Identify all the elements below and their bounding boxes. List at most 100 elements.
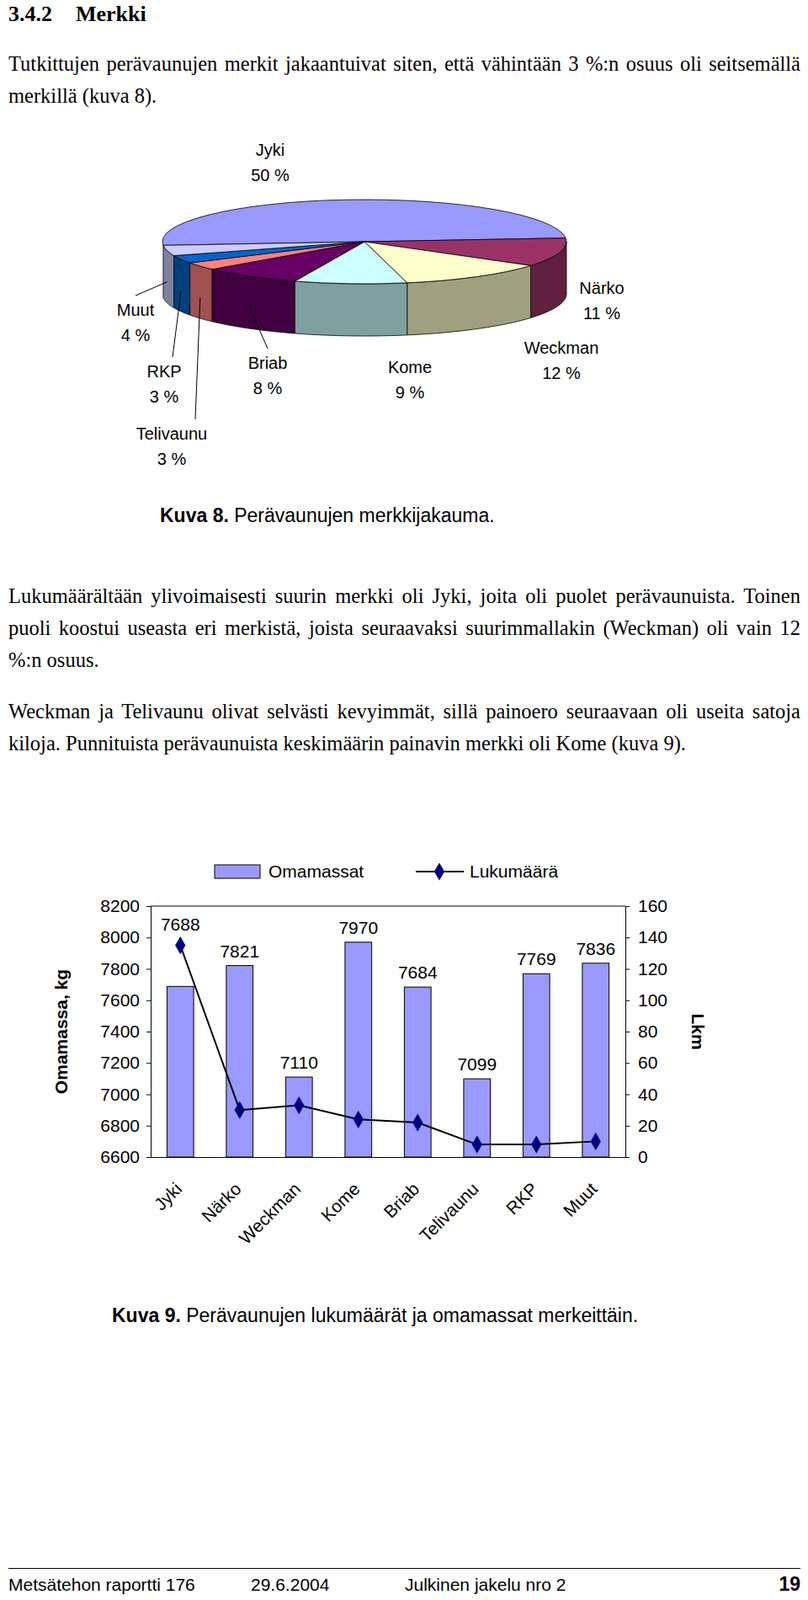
legend-swatch bbox=[214, 864, 261, 878]
data-label: 7970 bbox=[338, 917, 378, 937]
footer-text: Julkinen jakelu nro 2 bbox=[404, 1573, 566, 1595]
x-axis: JykiNärkoWeckmanKomeBriabTelivaunuRKPMuu… bbox=[149, 1156, 626, 1248]
tick: 60 bbox=[625, 1052, 658, 1072]
legend-marker bbox=[434, 861, 445, 880]
tick-label: 6600 bbox=[100, 1146, 140, 1166]
y2-axis: 0 20 40 60 80 100 120 140 160 bbox=[625, 895, 668, 1166]
tick-mark bbox=[625, 1031, 630, 1032]
pie-value-label: 12 % bbox=[542, 363, 581, 383]
pie-value-label: 11 % bbox=[583, 303, 621, 323]
tick-label: 140 bbox=[637, 926, 668, 947]
tick: Närko bbox=[197, 1156, 245, 1226]
tick: 40 bbox=[625, 1084, 658, 1104]
pie-label: Telivaunu bbox=[136, 424, 208, 443]
pie-side bbox=[294, 281, 408, 336]
tick-mark bbox=[146, 1031, 151, 1032]
tick-mark bbox=[625, 968, 630, 970]
tick-label: 20 bbox=[637, 1115, 658, 1135]
tick-mark bbox=[625, 1094, 630, 1096]
tick: Jyki bbox=[149, 1156, 186, 1214]
tick-label: 6800 bbox=[100, 1115, 140, 1135]
pie-value-label: 4 % bbox=[121, 325, 151, 345]
tick: Kome bbox=[317, 1156, 364, 1225]
plot-frame bbox=[150, 905, 626, 907]
tick-label: Muut bbox=[558, 1178, 601, 1220]
pie-chart: Jyki50 %Närko11 %Weckman12 %Kome9 %Briab… bbox=[116, 140, 625, 468]
tick-label: Weckman bbox=[234, 1178, 304, 1248]
footer-text: 29.6.2004 bbox=[250, 1573, 330, 1595]
tick-label: Jyki bbox=[149, 1178, 186, 1214]
pie-top bbox=[162, 199, 567, 284]
tick: 7000 bbox=[100, 1084, 151, 1104]
line bbox=[180, 945, 596, 1145]
data-label: 7684 bbox=[398, 962, 438, 982]
y-axis-title: Omamassa, kg bbox=[51, 968, 71, 1094]
leader-line bbox=[195, 297, 201, 420]
legend-label: Omamassat bbox=[268, 861, 364, 881]
marker bbox=[590, 1132, 601, 1150]
heading: 3.4.2Merkki bbox=[8, 1, 147, 27]
tick: 0 bbox=[625, 1146, 649, 1166]
tick-label: 7400 bbox=[100, 1020, 140, 1041]
tick: 160 bbox=[625, 895, 668, 915]
tick-label: 7800 bbox=[100, 958, 140, 979]
caption: Kuva 9. Perävaunujen lukumäärät ja omama… bbox=[111, 1301, 651, 1329]
paragraph: Lukumäärältään ylivoimaisesti suurin mer… bbox=[8, 579, 801, 676]
pie-label: Kome bbox=[388, 357, 432, 377]
tick-mark bbox=[146, 968, 151, 970]
data-label: 7110 bbox=[280, 1052, 319, 1072]
tick-label: 8000 bbox=[100, 926, 140, 947]
caption-label: Kuva 8. bbox=[159, 504, 229, 527]
marker bbox=[353, 1110, 364, 1128]
heading-title: Merkki bbox=[75, 1, 147, 27]
tick-label: 0 bbox=[637, 1146, 649, 1166]
footer-rule bbox=[8, 1567, 801, 1569]
pie-label: Närko bbox=[579, 278, 624, 298]
pie-side bbox=[174, 255, 191, 316]
pie-slice bbox=[162, 199, 566, 245]
bar bbox=[226, 965, 254, 1157]
pie-side bbox=[190, 262, 213, 322]
tick: 100 bbox=[625, 989, 668, 1010]
tick-label: 8200 bbox=[100, 895, 140, 915]
tick-label: Briab bbox=[379, 1178, 423, 1222]
bar bbox=[285, 1076, 313, 1157]
axis-line bbox=[151, 1156, 627, 1158]
tick-mark bbox=[625, 1156, 630, 1158]
y-axis: 660068007000720074007600780080008200 bbox=[100, 895, 151, 1166]
tick: 8000 bbox=[100, 926, 151, 947]
tick: 7800 bbox=[100, 958, 151, 979]
tick: Briab bbox=[379, 1156, 423, 1222]
tick-mark bbox=[625, 905, 630, 907]
combo-chart: 7688782171107970768470997769783666006800… bbox=[51, 861, 708, 1248]
tick: 20 bbox=[625, 1115, 658, 1135]
pie-value-label: 50 % bbox=[250, 165, 290, 185]
legend-label: Lukumäärä bbox=[469, 861, 559, 881]
caption-text: Perävaunujen merkkijakauma. bbox=[233, 504, 495, 527]
tick: 140 bbox=[625, 926, 668, 947]
bar bbox=[522, 972, 550, 1157]
caption-label: Kuva 9. bbox=[111, 1303, 181, 1326]
bar bbox=[345, 941, 373, 1157]
tick-label: 120 bbox=[637, 958, 668, 979]
tick: 80 bbox=[625, 1020, 658, 1041]
page-svg: Jyki 50 % Närko 11 % Weckman 12 % Kome 9 % Briab… bbox=[0, 0, 808, 1600]
marker bbox=[472, 1134, 483, 1153]
tick: 6800 bbox=[100, 1115, 151, 1135]
footer-text: Metsätehon raportti 176 bbox=[8, 1573, 196, 1595]
y2-axis-title: Lkm bbox=[688, 1012, 708, 1049]
marker bbox=[234, 1100, 245, 1119]
tick-mark bbox=[146, 1062, 151, 1064]
pie-value-label: 3 % bbox=[157, 449, 187, 468]
data-label: 7099 bbox=[457, 1053, 497, 1074]
tick-mark bbox=[146, 1094, 151, 1096]
tick-mark bbox=[625, 1062, 630, 1064]
tick-label: 100 bbox=[637, 989, 668, 1010]
caption: Kuva 8. Perävaunujen merkkijakauma. bbox=[159, 501, 766, 530]
tick-label: 7000 bbox=[100, 1084, 140, 1104]
tick-mark bbox=[625, 999, 630, 1001]
data-label: 7688 bbox=[160, 914, 201, 934]
bar bbox=[166, 985, 194, 1157]
tick: 7600 bbox=[100, 989, 151, 1010]
pie-value-label: 9 % bbox=[395, 382, 426, 402]
